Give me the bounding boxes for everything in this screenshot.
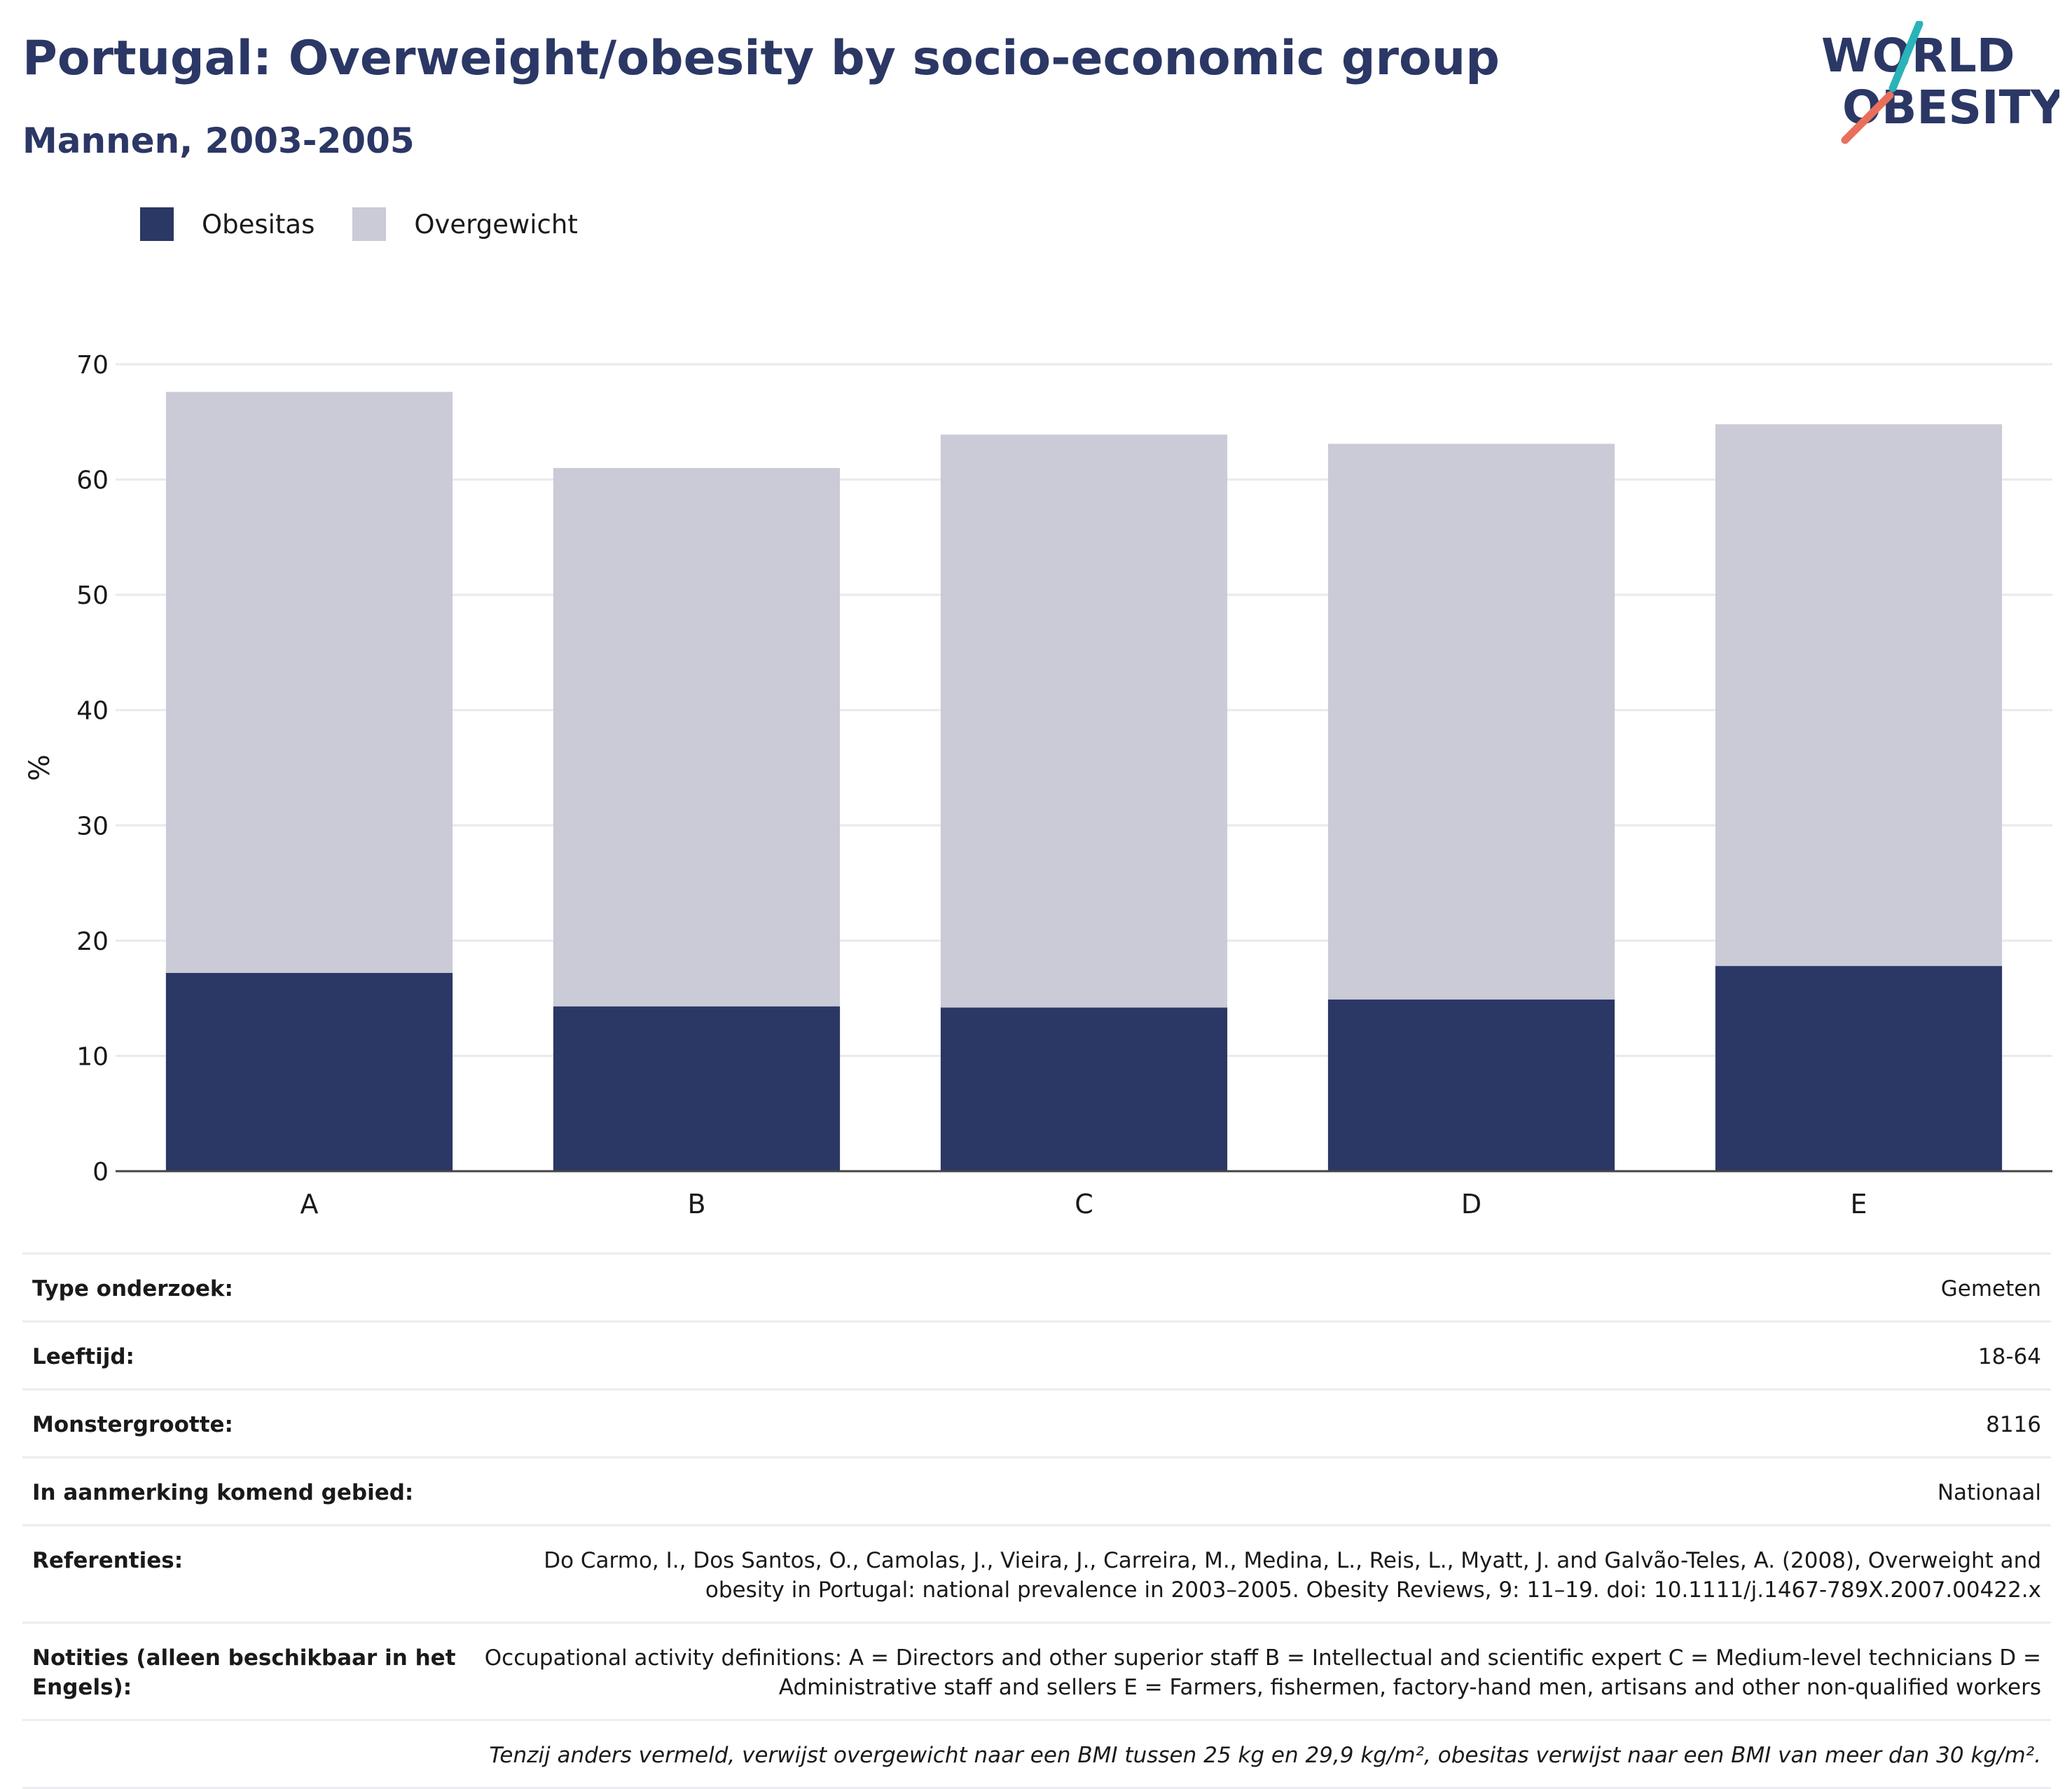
y-tick-label: 70: [76, 351, 109, 380]
bar-overweight-e[interactable]: [1715, 424, 2003, 967]
legend-swatch-obesity: [140, 207, 174, 241]
chart-title: Portugal: Overweight/obesity by socio-ec…: [22, 31, 1500, 86]
bar-overweight-b[interactable]: [553, 468, 841, 1007]
legend-swatch-overweight: [352, 207, 387, 241]
info-row-age: Leeftijd: 18-64: [22, 1320, 2051, 1388]
y-tick-label: 30: [76, 812, 109, 841]
x-tick-label: E: [1850, 1189, 1867, 1219]
info-label: Type onderzoek:: [32, 1276, 233, 1301]
x-tick-label: A: [301, 1189, 319, 1219]
info-value: Occupational activity definitions: A = D…: [484, 1645, 2041, 1700]
bar-obesity-b[interactable]: [553, 1006, 841, 1171]
stacked-bar-chart: 0 10 20 30 40 50 60 70% A B C D E: [24, 351, 2052, 1219]
y-tick-label: 0: [92, 1158, 109, 1187]
legend-label-obesity: Obesitas: [202, 209, 315, 240]
info-row-area: In aanmerking komend gebied: Nationaal: [22, 1456, 2051, 1524]
info-value: Nationaal: [1937, 1480, 2041, 1505]
legend-item-obesity[interactable]: Obesitas: [140, 207, 315, 241]
info-row-references: Referenties: Do Carmo, I., Dos Santos, O…: [22, 1524, 2051, 1622]
legend-item-overweight[interactable]: Overgewicht: [352, 207, 578, 241]
bar-obesity-c[interactable]: [940, 1007, 1228, 1171]
bar-obesity-a[interactable]: [165, 972, 453, 1171]
info-row-sample-size: Monstergrootte: 8116: [22, 1388, 2051, 1456]
logo-line1: WORLD: [1821, 29, 2015, 83]
info-value: Gemeten: [1940, 1276, 2041, 1301]
info-row-notes: Notities (alleen beschikbaar in het Enge…: [22, 1622, 2051, 1719]
x-tick-label: B: [687, 1189, 705, 1219]
bar-overweight-d[interactable]: [1327, 443, 1615, 1000]
y-tick-label: 50: [76, 581, 109, 610]
y-tick-label: 20: [76, 927, 109, 956]
logo-slash-red: [1841, 91, 1894, 144]
info-label: Notities (alleen beschikbaar in het Enge…: [32, 1645, 456, 1700]
info-value: 8116: [1986, 1412, 2041, 1437]
info-row-type: Type onderzoek: Gemeten: [22, 1252, 2051, 1320]
bar-obesity-d[interactable]: [1327, 999, 1615, 1171]
info-footnote: Tenzij anders vermeld, verwijst overgewi…: [22, 1719, 2051, 1789]
bar-overweight-a[interactable]: [165, 392, 453, 973]
chart-legend: Obesitas Overgewicht: [140, 207, 616, 241]
legend-label-overweight: Overgewicht: [414, 209, 578, 240]
study-info-table: Type onderzoek: Gemeten Leeftijd: 18-64 …: [22, 1252, 2051, 1789]
info-label: Referenties:: [32, 1548, 184, 1573]
info-label: Monstergrootte:: [32, 1412, 233, 1437]
y-axis-label: %: [24, 754, 56, 781]
y-tick-label: 60: [76, 467, 109, 495]
info-label: Leeftijd:: [32, 1344, 134, 1369]
y-tick-label: 40: [76, 697, 109, 726]
y-tick-label: 10: [76, 1042, 109, 1071]
logo-slash-teal: [1888, 21, 1923, 92]
chart-subtitle: Mannen, 2003-2005: [22, 120, 415, 161]
bar-overweight-c[interactable]: [940, 434, 1228, 1008]
info-label: In aanmerking komend gebied:: [32, 1480, 414, 1505]
info-value: Do Carmo, I., Dos Santos, O., Camolas, J…: [544, 1548, 2041, 1603]
x-tick-label: C: [1075, 1189, 1093, 1219]
bar-obesity-e[interactable]: [1715, 966, 2003, 1171]
footnote-text: Tenzij anders vermeld, verwijst overgewi…: [489, 1743, 2041, 1768]
info-value: 18-64: [1977, 1344, 2041, 1369]
x-tick-label: D: [1461, 1189, 1482, 1219]
world-obesity-logo: WORLD OBESITY: [1821, 21, 2059, 144]
